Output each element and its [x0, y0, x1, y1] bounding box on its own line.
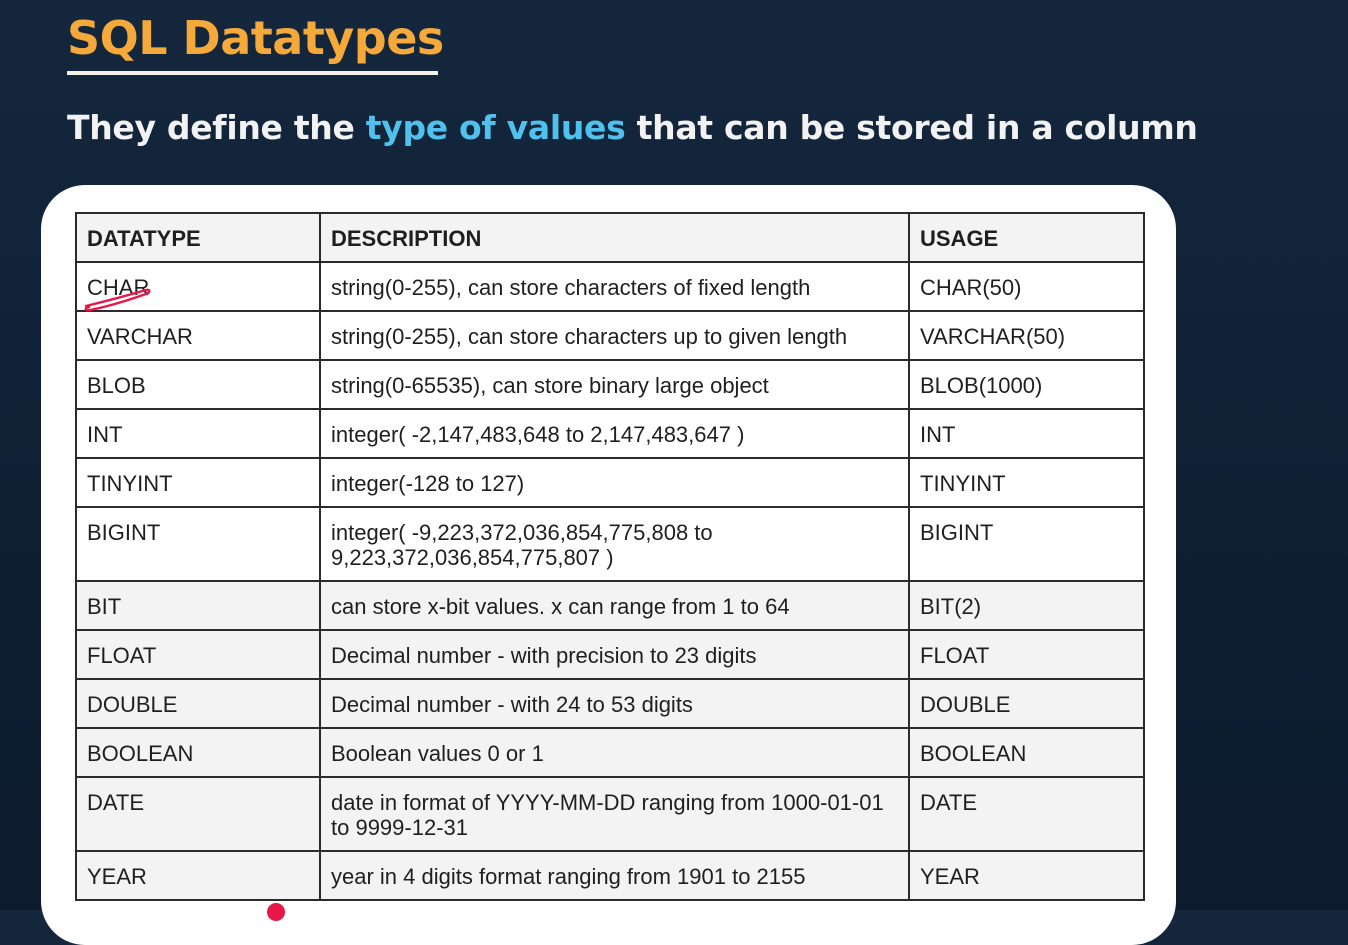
cell-datatype: BIGINT — [75, 506, 321, 582]
cell-usage: DOUBLE — [908, 678, 1145, 729]
subtitle-post: that can be stored in a column — [625, 108, 1198, 147]
table-row: BIGINT integer( -9,223,372,036,854,775,8… — [75, 506, 1145, 582]
table-row: BIT can store x-bit values. x can range … — [75, 580, 1145, 631]
cell-datatype: VARCHAR — [75, 310, 321, 361]
cell-datatype: CHAR — [75, 261, 321, 312]
table-row: BLOB string(0-65535), can store binary l… — [75, 359, 1145, 410]
cell-usage: INT — [908, 408, 1145, 459]
table-row: CHAR string(0-255), can store characters… — [75, 261, 1145, 312]
table-row: INT integer( -2,147,483,648 to 2,147,483… — [75, 408, 1145, 459]
table-row: BOOLEAN Boolean values 0 or 1 BOOLEAN — [75, 727, 1145, 778]
laser-pointer-icon — [267, 903, 285, 921]
cell-datatype: DATE — [75, 776, 321, 852]
cell-datatype: BIT — [75, 580, 321, 631]
page-title: SQL Datatypes — [67, 11, 444, 65]
table-header-row: DATATYPE DESCRIPTION USAGE — [75, 212, 1145, 263]
cell-usage: TINYINT — [908, 457, 1145, 508]
cell-datatype: BOOLEAN — [75, 727, 321, 778]
cell-description: integer(-128 to 127) — [319, 457, 910, 508]
cell-usage: BIT(2) — [908, 580, 1145, 631]
cell-description: date in format of YYYY-MM-DD ranging fro… — [319, 776, 910, 852]
cell-usage: BOOLEAN — [908, 727, 1145, 778]
cell-description: string(0-255), can store characters of f… — [319, 261, 910, 312]
cell-datatype: TINYINT — [75, 457, 321, 508]
cell-description: year in 4 digits format ranging from 190… — [319, 850, 910, 901]
cell-usage: CHAR(50) — [908, 261, 1145, 312]
datatypes-table: DATATYPE DESCRIPTION USAGE CHAR string(0… — [75, 212, 1145, 901]
cell-datatype: DOUBLE — [75, 678, 321, 729]
header-description: DESCRIPTION — [319, 212, 910, 263]
table-row: FLOAT Decimal number - with precision to… — [75, 629, 1145, 680]
cell-description: Decimal number - with precision to 23 di… — [319, 629, 910, 680]
cell-usage: YEAR — [908, 850, 1145, 901]
cell-datatype: BLOB — [75, 359, 321, 410]
table-row: YEAR year in 4 digits format ranging fro… — [75, 850, 1145, 901]
cell-description: Boolean values 0 or 1 — [319, 727, 910, 778]
cell-usage: BIGINT — [908, 506, 1145, 582]
cell-description: can store x-bit values. x can range from… — [319, 580, 910, 631]
cell-usage: VARCHAR(50) — [908, 310, 1145, 361]
cell-description: string(0-255), can store characters up t… — [319, 310, 910, 361]
cell-datatype: YEAR — [75, 850, 321, 901]
table-row: DOUBLE Decimal number - with 24 to 53 di… — [75, 678, 1145, 729]
cell-description: integer( -9,223,372,036,854,775,808 to 9… — [319, 506, 910, 582]
cell-description: Decimal number - with 24 to 53 digits — [319, 678, 910, 729]
cell-description: integer( -2,147,483,648 to 2,147,483,647… — [319, 408, 910, 459]
cell-usage: FLOAT — [908, 629, 1145, 680]
cell-description: string(0-65535), can store binary large … — [319, 359, 910, 410]
cell-usage: DATE — [908, 776, 1145, 852]
table-row: TINYINT integer(-128 to 127) TINYINT — [75, 457, 1145, 508]
table-row: DATE date in format of YYYY-MM-DD rangin… — [75, 776, 1145, 852]
table-row: VARCHAR string(0-255), can store charact… — [75, 310, 1145, 361]
cell-usage: BLOB(1000) — [908, 359, 1145, 410]
header-datatype: DATATYPE — [75, 212, 321, 263]
cell-datatype: FLOAT — [75, 629, 321, 680]
subtitle: They define the type of values that can … — [67, 106, 1198, 150]
subtitle-accent: type of values — [365, 108, 626, 147]
header-usage: USAGE — [908, 212, 1145, 263]
title-underline — [67, 71, 438, 75]
subtitle-pre: They define the — [67, 108, 366, 147]
cell-datatype: INT — [75, 408, 321, 459]
